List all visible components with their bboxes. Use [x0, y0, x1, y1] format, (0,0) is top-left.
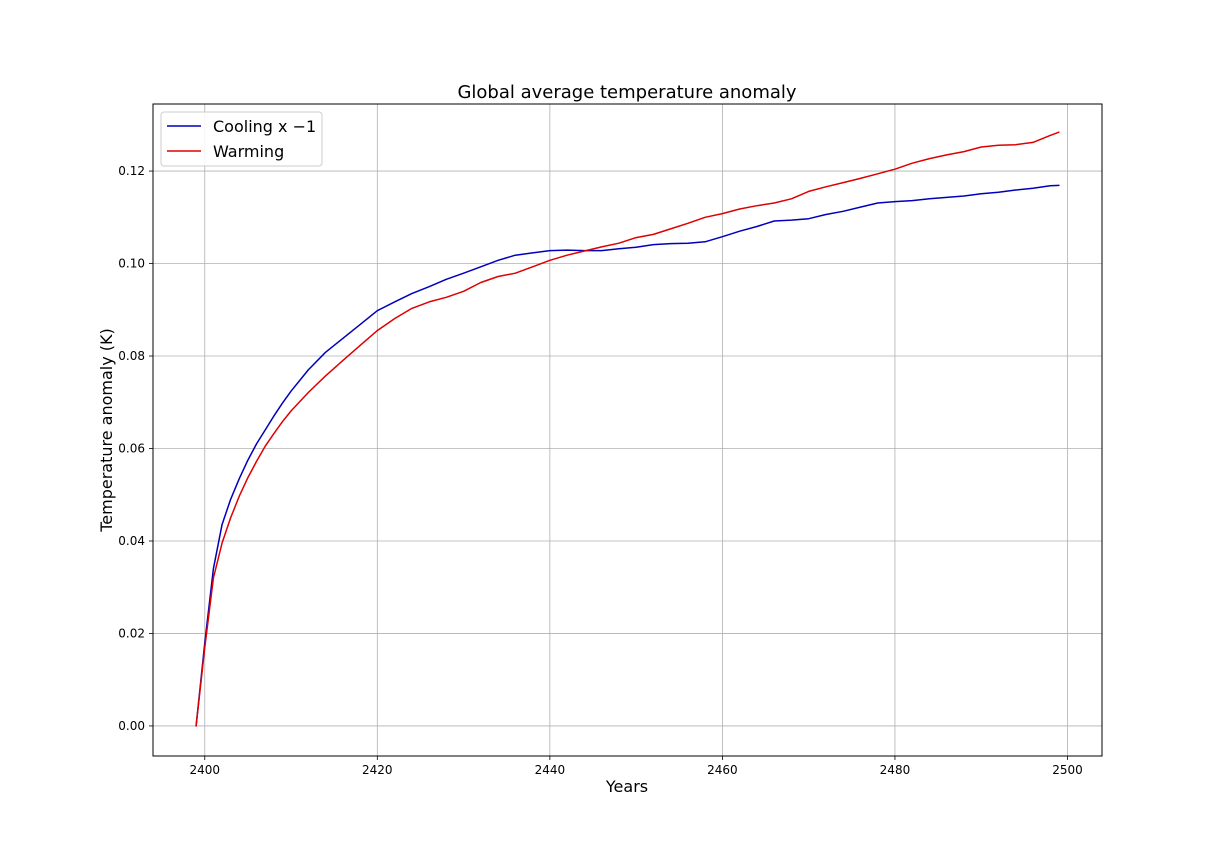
x-tick-label: 2420: [362, 763, 393, 777]
x-tick-label: 2400: [189, 763, 220, 777]
y-tick-label: 0.04: [118, 534, 145, 548]
y-tick-label: 0.08: [118, 349, 145, 363]
grid: [153, 104, 1102, 756]
y-tick-label: 0.10: [118, 257, 145, 271]
y-tick-label: 0.00: [118, 719, 145, 733]
chart-title: Global average temperature anomaly: [457, 82, 796, 103]
y-axis-label: Temperature anomaly (K): [97, 328, 116, 533]
x-tick-label: 2460: [707, 763, 738, 777]
legend-label-cooling: Cooling x −1: [213, 117, 316, 136]
legend-box: [160, 111, 323, 167]
series-line-warming: [195, 131, 1060, 727]
series-layer: [195, 131, 1060, 727]
y-tick-label: 0.12: [118, 164, 145, 178]
y-tick-label: 0.06: [118, 441, 145, 455]
x-axis-label: Years: [605, 777, 648, 796]
legend-label-warming: Warming: [213, 142, 284, 161]
x-tick-label: 2480: [880, 763, 911, 777]
y-tick-label: 0.02: [118, 626, 145, 640]
plot-area-frame: [152, 103, 1103, 757]
legend: Cooling x −1 Warming: [160, 111, 323, 167]
x-axis-ticks: 2400 2420 2440 2460 2480 2500: [189, 756, 1083, 777]
x-tick-label: 2440: [535, 763, 566, 777]
y-axis-ticks: 0.00 0.02 0.04 0.06 0.08 0.10 0.12: [118, 164, 153, 733]
x-tick-label: 2500: [1052, 763, 1083, 777]
